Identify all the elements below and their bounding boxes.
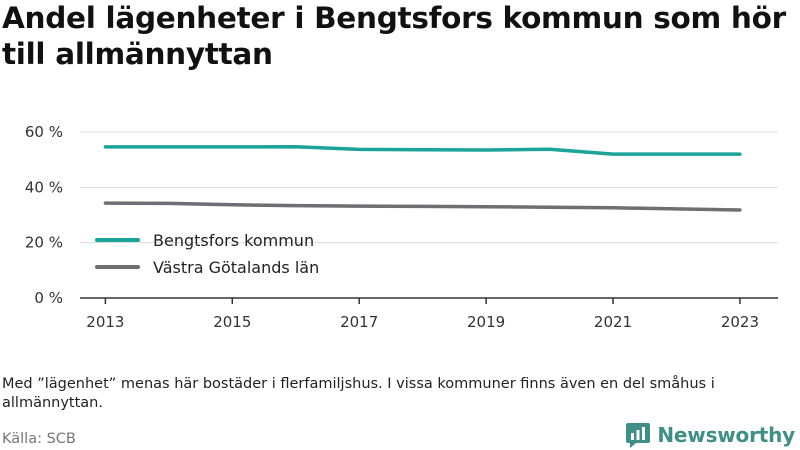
legend: Bengtsfors kommun Västra Götalands län (95, 231, 319, 277)
series-line-0 (103, 144, 742, 156)
chart-note: Med ”lägenhet” menas här bostäder i fler… (2, 376, 715, 411)
newsworthy-logo-icon (626, 423, 651, 448)
series-line-1 (103, 201, 742, 212)
chart-title: Andel lägenheter i Bengtsfors kommun som… (2, 1, 786, 71)
x-tick-label: 2019 (467, 313, 505, 331)
x-tick-label: 2013 (86, 313, 124, 331)
legend-label: Västra Götalands län (153, 258, 319, 277)
y-tick-label: 20 % (25, 234, 63, 252)
brand: Newsworthy (625, 420, 795, 450)
axes: 0 % 20 % 40 % 60 % 2013 2015 2017 2019 2021 2023 (25, 123, 778, 331)
x-tick-label: 2021 (594, 313, 632, 331)
y-tick-label: 60 % (25, 123, 63, 141)
legend-label: Bengtsfors kommun (153, 231, 314, 250)
source-label: Källa: SCB (2, 431, 76, 447)
brand-name: Newsworthy (657, 423, 795, 447)
x-tick-label: 2023 (721, 313, 759, 331)
x-tick-label: 2017 (340, 313, 378, 331)
x-tick-label: 2015 (213, 313, 251, 331)
y-tick-label: 0 % (34, 289, 63, 307)
grid (80, 131, 778, 244)
y-tick-label: 40 % (25, 178, 63, 196)
series-lines (103, 144, 742, 212)
